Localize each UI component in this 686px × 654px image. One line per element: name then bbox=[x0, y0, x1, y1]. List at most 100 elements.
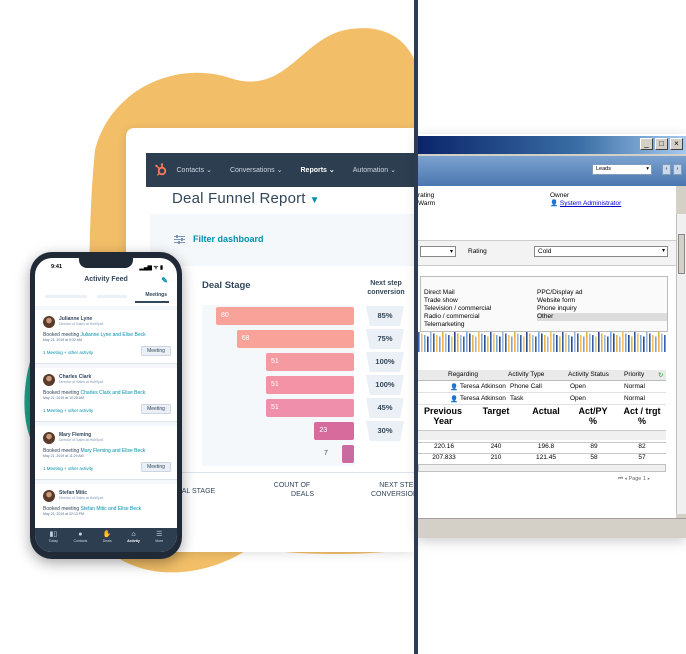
pager[interactable]: ⏮ ◂ Page 1 ▸ bbox=[618, 476, 650, 482]
first-select[interactable] bbox=[420, 246, 456, 257]
close-button[interactable]: × bbox=[670, 138, 683, 150]
footer-deal-stage: DEAL STAGE bbox=[172, 488, 216, 495]
funnel-row[interactable]: 51 bbox=[202, 350, 354, 374]
nav-reports[interactable]: Reports ⌄ bbox=[300, 167, 335, 174]
window-titlebar[interactable]: _ □ × bbox=[418, 136, 686, 154]
contact-name[interactable]: Charles Clark bbox=[59, 374, 92, 380]
col-regarding[interactable]: Regarding bbox=[448, 371, 478, 378]
funnel-bar[interactable]: 80 bbox=[216, 307, 354, 325]
scroll-thumb[interactable] bbox=[678, 234, 685, 274]
meeting-button[interactable]: Meeting bbox=[141, 346, 171, 356]
first-page-icon[interactable]: ⏮ ◂ bbox=[618, 476, 627, 482]
nav-forward-button[interactable]: › bbox=[673, 164, 682, 175]
compose-icon[interactable]: ✎ bbox=[161, 276, 168, 285]
feed-card[interactable]: Mary Fleming Director of Sales at HubSpot… bbox=[35, 426, 177, 480]
tabbar-item-activity[interactable]: ⌂ Activity bbox=[127, 531, 140, 543]
nav-contacts[interactable]: Contacts ⌄ bbox=[176, 167, 212, 174]
filter-dashboard-button[interactable]: Filter dashboard bbox=[174, 234, 264, 244]
tab-placeholder[interactable] bbox=[97, 295, 127, 298]
nav-conversations[interactable]: Conversations ⌄ bbox=[229, 167, 283, 174]
funnel-row[interactable]: 80 bbox=[202, 305, 354, 328]
tabbar-item-deals[interactable]: ✋ Deals bbox=[102, 531, 112, 543]
lead-source-item[interactable]: Direct Mail bbox=[424, 289, 455, 296]
funnel-row[interactable]: 68 bbox=[202, 327, 354, 351]
funnel-bar[interactable]: 68 bbox=[236, 329, 354, 348]
tabbar-item-today[interactable]: ▮▯ Today bbox=[48, 531, 59, 543]
lead-source-item[interactable]: Trade show bbox=[424, 297, 458, 304]
meeting-participants-link[interactable]: Stefan Mitic and Elise Beck bbox=[80, 506, 142, 512]
more-activity-link[interactable]: 1 Meeting + other activity bbox=[43, 466, 94, 471]
funnel-row[interactable]: 7 bbox=[202, 442, 354, 466]
feed-card[interactable]: Julianne Lyne Director of Sales at HubSpo… bbox=[35, 310, 177, 364]
stripe-mark bbox=[508, 335, 510, 352]
handshake-icon: ✋ bbox=[102, 531, 112, 538]
funnel-bar[interactable]: 7 bbox=[324, 444, 354, 463]
stripe-mark bbox=[421, 333, 423, 352]
horizontal-scrollbar[interactable] bbox=[418, 464, 666, 472]
contact-name[interactable]: Stefan Mitic bbox=[59, 490, 88, 496]
tabbar-item-more[interactable]: ☰ More bbox=[155, 531, 164, 543]
funnel-bar[interactable]: 51 bbox=[266, 375, 354, 394]
tab-meetings[interactable]: Meetings bbox=[145, 292, 167, 298]
meeting-participants-link[interactable]: Mary Fleming and Elise Beck bbox=[80, 448, 146, 454]
feed-card[interactable]: Stefan Mitic Director of Sales at HubSpot… bbox=[35, 484, 177, 528]
avatar bbox=[43, 432, 55, 444]
vertical-scrollbar[interactable] bbox=[676, 214, 686, 514]
meeting-button[interactable]: Meeting bbox=[141, 462, 171, 472]
feed-card[interactable]: Charles Clark Director of Sales at HubSpo… bbox=[35, 368, 177, 422]
col-priority[interactable]: Priority bbox=[624, 371, 645, 378]
col-activity-type[interactable]: Activity Type bbox=[508, 371, 545, 378]
metrics-row[interactable]: 220.16 240 196.8 89 82 bbox=[418, 442, 666, 453]
funnel-row[interactable]: 51 bbox=[202, 373, 354, 397]
activity-row[interactable]: 👤 Teresa Atkinson Task Open Normal bbox=[418, 394, 666, 405]
nav-automation[interactable]: Automation ⌄ bbox=[352, 167, 396, 174]
meeting-participants-link[interactable]: Julianne Lyne and Elise Beck bbox=[80, 332, 146, 338]
nav-back-button[interactable]: ‹ bbox=[662, 164, 671, 175]
funnel-row[interactable]: 51 bbox=[202, 396, 354, 420]
lead-source-item[interactable]: Other bbox=[537, 313, 667, 321]
metrics-row[interactable]: 207.833 210 121.45 58 57 bbox=[418, 453, 666, 464]
funnel-count-label: 51 bbox=[271, 380, 279, 388]
activity-row[interactable]: 👤 Teresa Atkinson Phone Call Open Normal bbox=[418, 382, 666, 393]
lead-source-list[interactable]: Direct Mail Trade show Television / commer… bbox=[420, 276, 668, 332]
meeting-participants-link[interactable]: Charles Clark and Elise Beck bbox=[80, 390, 146, 396]
stripe-mark bbox=[517, 333, 519, 352]
stripe-mark bbox=[514, 332, 516, 352]
lead-source-item[interactable]: PPC/Display ad bbox=[537, 289, 583, 296]
funnel-bar[interactable]: 51 bbox=[266, 398, 354, 417]
funnel-row[interactable]: 23 bbox=[202, 419, 354, 443]
funnel-bar[interactable]: 23 bbox=[314, 421, 354, 440]
tab-placeholder[interactable] bbox=[45, 295, 87, 298]
contact-name[interactable]: Mary Fleming bbox=[59, 432, 92, 438]
lead-source-item[interactable]: Website form bbox=[537, 297, 576, 304]
lead-source-item[interactable]: Phone inquiry bbox=[537, 305, 577, 312]
col-activity-status[interactable]: Activity Status bbox=[568, 371, 609, 378]
stripe-mark bbox=[628, 335, 630, 352]
more-activity-link[interactable]: 1 Meeting + other activity bbox=[43, 350, 94, 355]
lead-source-item[interactable]: Telemarketing bbox=[424, 321, 465, 328]
owner-field: Owner 👤 System Administrator bbox=[550, 192, 622, 207]
next-page-icon[interactable]: ▸ bbox=[647, 476, 650, 482]
funnel-bar[interactable]: 51 bbox=[266, 352, 354, 371]
report-title[interactable]: Deal Funnel Report ▼ bbox=[172, 190, 320, 207]
next-step-heading: Next step conversion bbox=[367, 280, 405, 296]
refresh-icon[interactable]: ↻ bbox=[658, 372, 664, 379]
more-activity-link[interactable]: 1 Meeting + other activity bbox=[43, 408, 94, 413]
contact-role: Director of Sales at HubSpot bbox=[59, 438, 104, 442]
tabbar-item-contacts[interactable]: ● Contacts bbox=[73, 531, 88, 543]
stripe-mark bbox=[583, 336, 585, 352]
meeting-button[interactable]: Meeting bbox=[141, 404, 171, 414]
contact-role: Director of Sales at HubSpot bbox=[59, 496, 104, 500]
maximize-button[interactable]: □ bbox=[655, 138, 668, 150]
lead-source-item[interactable]: Television / commercial bbox=[424, 305, 492, 312]
leads-select[interactable]: Leads bbox=[592, 164, 652, 175]
stripe-mark bbox=[484, 335, 486, 352]
window-toolbar: Leads ‹ › bbox=[418, 156, 686, 186]
contact-name[interactable]: Julianne Lyne bbox=[59, 316, 93, 322]
stripe-mark bbox=[538, 332, 540, 352]
sprocket-icon[interactable] bbox=[146, 163, 177, 177]
rating-select[interactable]: Cold bbox=[534, 246, 668, 257]
owner-link[interactable]: System Administrator bbox=[559, 200, 622, 207]
lead-source-item[interactable]: Radio / commercial bbox=[424, 313, 480, 320]
minimize-button[interactable]: _ bbox=[640, 138, 653, 150]
